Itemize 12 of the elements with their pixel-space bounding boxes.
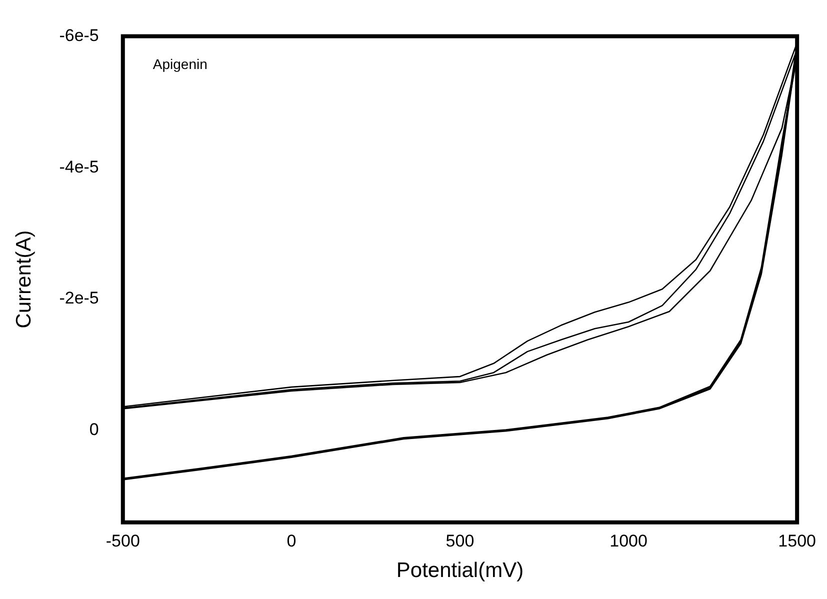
x-tick-label: 0 (286, 531, 296, 550)
x-tick-label: 500 (446, 531, 474, 550)
y-axis-title: Current(A) (12, 230, 36, 328)
y-tick-label: -4e-5 (59, 157, 99, 176)
annotation: Apigenin (152, 56, 208, 72)
y-tick-label: -2e-5 (59, 288, 99, 308)
y-tick-label: -6e-5 (59, 26, 99, 45)
y-tick-label: 0 (89, 420, 99, 440)
x-tick-label: 1000 (610, 531, 648, 550)
x-tick-label: 1500 (778, 531, 816, 550)
x-tick-label: -500 (106, 531, 140, 550)
x-axis-title: Potential(mV) (396, 559, 524, 582)
